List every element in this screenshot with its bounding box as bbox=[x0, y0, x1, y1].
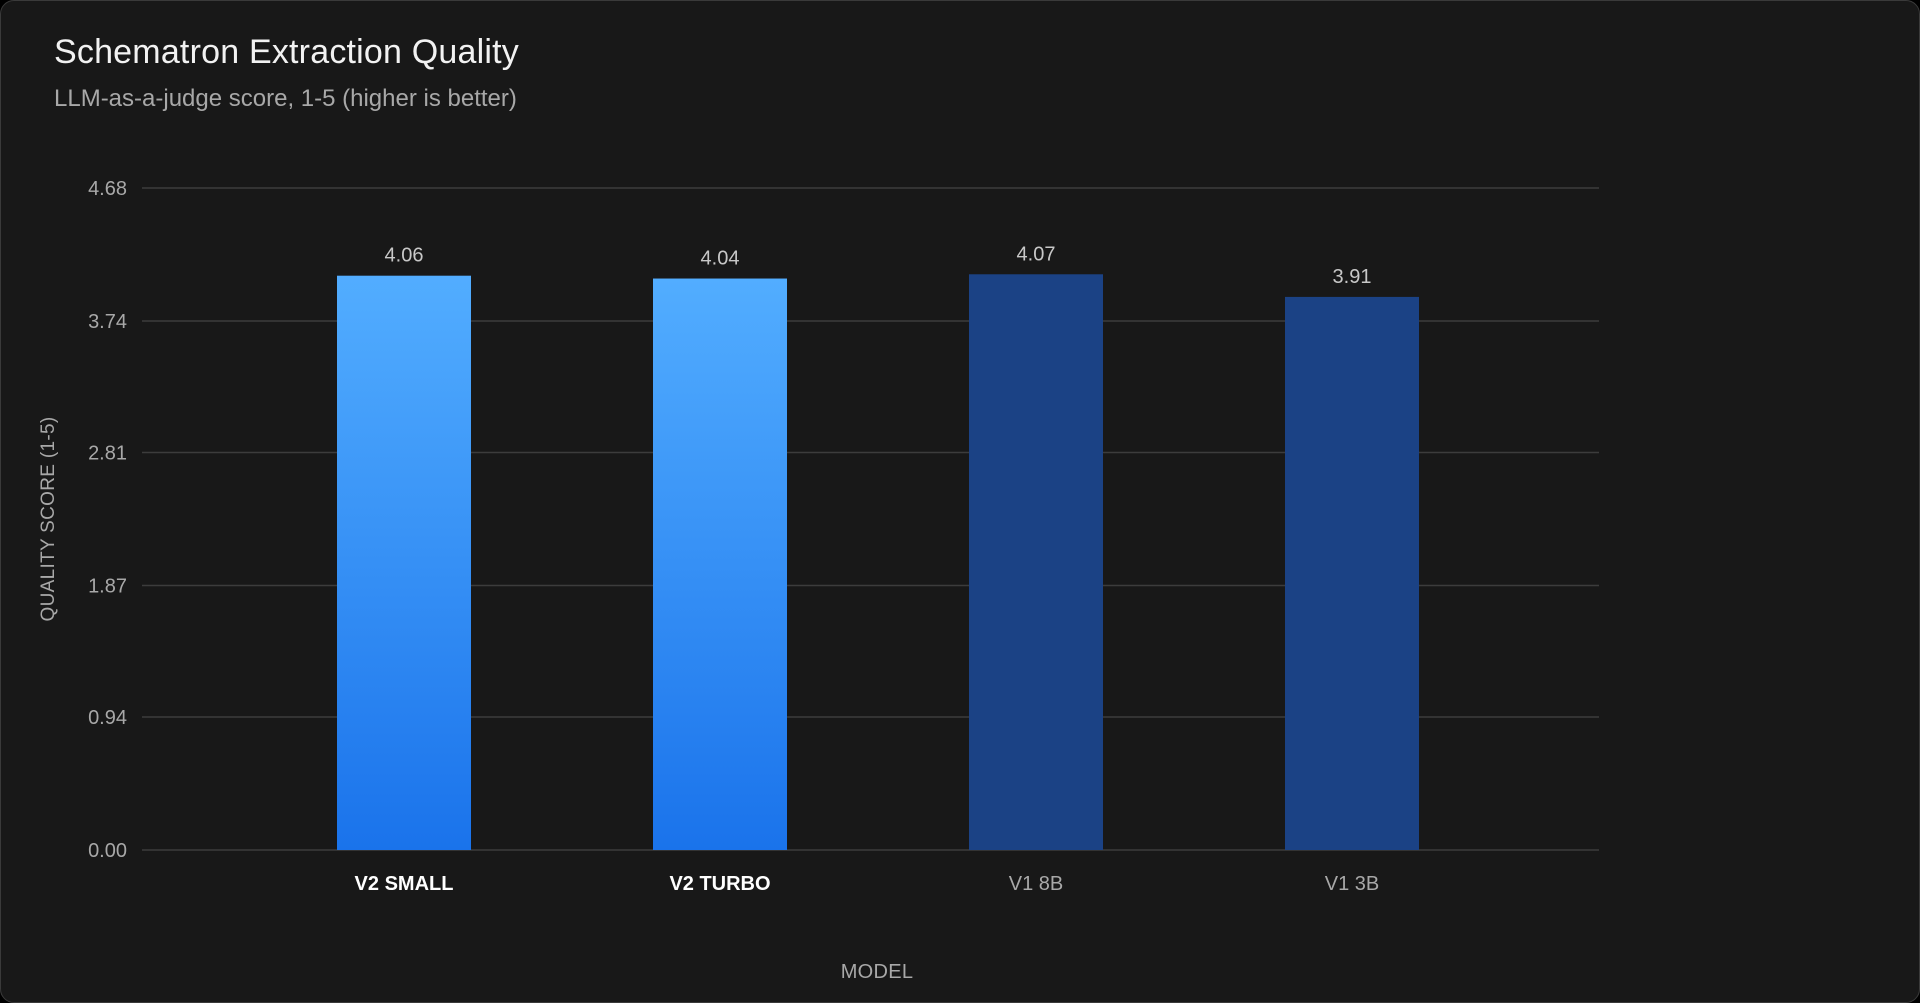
bar-v2-small bbox=[337, 275, 471, 850]
value-label: 3.91 bbox=[1333, 266, 1372, 288]
y-tick-label: 0.94 bbox=[88, 707, 127, 729]
bar-v2-turbo bbox=[653, 278, 787, 850]
x-tick-label: V2 TURBO bbox=[669, 873, 770, 895]
bar-v1-3b bbox=[1285, 296, 1419, 850]
y-axis-ticks: 0.00 0.94 1.87 2.81 3.74 4.68 bbox=[88, 178, 127, 862]
y-tick-label: 1.87 bbox=[88, 575, 127, 597]
value-labels: 4.06 4.04 4.07 3.91 bbox=[385, 243, 1372, 288]
chart-subtitle: LLM-as-a-judge score, 1-5 (higher is bet… bbox=[54, 85, 517, 112]
y-axis-title: QUALITY SCORE (1-5) bbox=[38, 417, 59, 622]
x-axis-title: MODEL bbox=[841, 961, 914, 983]
x-tick-label: V1 3B bbox=[1325, 873, 1379, 895]
value-label: 4.06 bbox=[385, 245, 424, 267]
x-axis-ticks: V2 SMALL V2 TURBO V1 8B V1 3B bbox=[355, 873, 1380, 895]
y-tick-label: 2.81 bbox=[88, 443, 127, 465]
bars bbox=[337, 274, 1419, 850]
bar-v1-8b bbox=[969, 274, 1103, 850]
x-tick-label: V1 8B bbox=[1009, 873, 1063, 895]
chart-title: Schematron Extraction Quality bbox=[54, 33, 519, 71]
y-tick-label: 3.74 bbox=[88, 311, 127, 333]
y-tick-label: 0.00 bbox=[88, 840, 127, 862]
y-tick-label: 4.68 bbox=[88, 178, 127, 200]
value-label: 4.07 bbox=[1017, 243, 1056, 265]
value-label: 4.04 bbox=[701, 248, 740, 270]
x-tick-label: V2 SMALL bbox=[355, 873, 454, 895]
